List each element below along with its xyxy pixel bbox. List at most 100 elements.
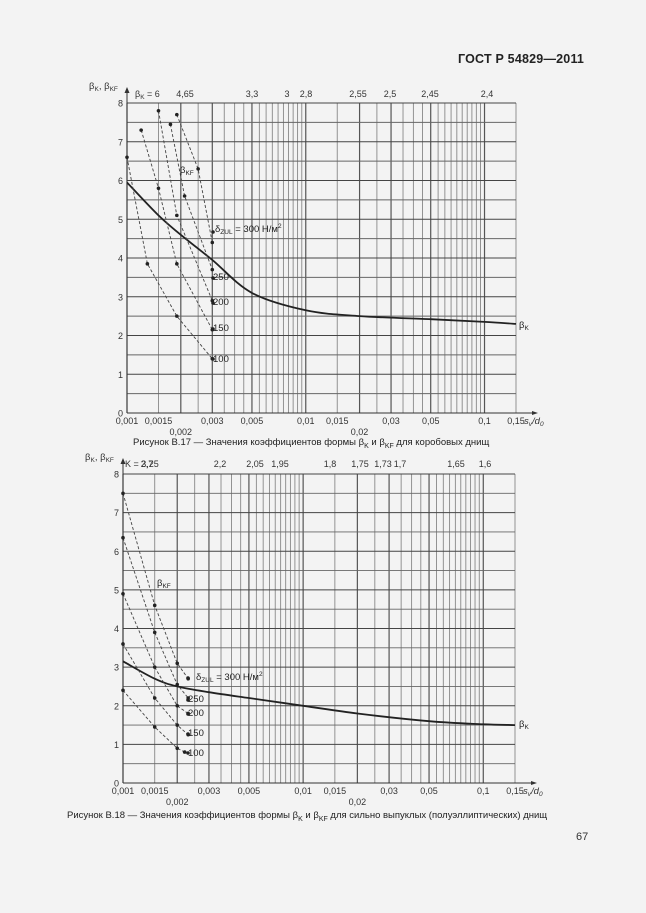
svg-text:4: 4: [118, 254, 123, 264]
page-number: 67: [576, 831, 589, 843]
svg-text:4,65: 4,65: [176, 89, 194, 99]
series-beta-kf-3: [158, 110, 213, 301]
annotations: βKF δZUL = 300 Н/м2 250 200 150 100 βK: [180, 165, 529, 365]
y-axis-label: βK, βKF: [85, 452, 114, 464]
svg-text:4: 4: [114, 624, 119, 634]
label-delta-zul: δZUL = 300 Н/м2: [196, 671, 263, 684]
series-beta-k: [126, 181, 517, 325]
svg-text:1,7: 1,7: [394, 459, 407, 469]
label-beta-k: βK: [519, 320, 529, 332]
svg-text:0,0015: 0,0015: [141, 786, 169, 796]
series-beta-kf-2: [122, 537, 189, 699]
svg-text:3,3: 3,3: [246, 89, 259, 99]
svg-text:0,005: 0,005: [241, 416, 264, 426]
svg-text:1,8: 1,8: [324, 459, 337, 469]
x-axis-label: sv/d0: [523, 786, 543, 798]
svg-text:0,02: 0,02: [351, 427, 369, 437]
series-beta-kf-1: [122, 493, 189, 679]
x-axis-label: sv/d0: [524, 416, 544, 428]
svg-text:0,1: 0,1: [478, 416, 491, 426]
y-axis-label: βK, βKF: [89, 81, 118, 93]
svg-text:0,0015: 0,0015: [145, 416, 173, 426]
svg-text:2,5: 2,5: [384, 89, 397, 99]
label-beta-k: βK: [519, 719, 529, 731]
svg-text:0: 0: [118, 409, 123, 419]
svg-text:3: 3: [284, 89, 289, 99]
svg-text:0,03: 0,03: [382, 416, 400, 426]
svg-text:2,4: 2,4: [481, 89, 494, 99]
svg-text:2,8: 2,8: [300, 89, 313, 99]
svg-text:2,05: 2,05: [246, 459, 264, 469]
svg-text:2,55: 2,55: [349, 89, 367, 99]
svg-text:0,015: 0,015: [326, 416, 349, 426]
svg-text:0,02: 0,02: [349, 797, 367, 807]
svg-text:2: 2: [114, 701, 119, 711]
label-beta-kf: βKF: [180, 165, 194, 177]
svg-text:1: 1: [114, 740, 119, 750]
svg-text:0,03: 0,03: [380, 786, 398, 796]
series-beta-kf-5: [126, 157, 213, 360]
label-delta-100: 100: [213, 354, 229, 365]
series-beta-kf-3: [122, 593, 189, 714]
svg-text:0,002: 0,002: [166, 797, 189, 807]
svg-text:0,01: 0,01: [297, 416, 315, 426]
svg-text:1: 1: [118, 370, 123, 380]
svg-text:0,003: 0,003: [201, 416, 224, 426]
horizontal-gridlines: [123, 473, 515, 784]
svg-text:6: 6: [114, 547, 119, 557]
svg-text:0,005: 0,005: [238, 786, 261, 796]
y-axis-ticks: 0 1 2 3 4 5 6 7 8: [114, 470, 119, 789]
series-beta-kf-4: [140, 129, 213, 330]
label-delta-150: 150: [188, 728, 204, 739]
svg-text:0,1: 0,1: [477, 786, 490, 796]
label-delta-zul: δZUL = 300 Н/м2: [215, 223, 282, 236]
top-axis-ticks: K = 3,252,7 2,2 2,05 1,95 1,8 1,75 1,73 1,7 1,65…: [125, 459, 491, 469]
svg-text:1,95: 1,95: [271, 459, 289, 469]
svg-text:8: 8: [114, 470, 119, 480]
horizontal-gridlines: [127, 102, 516, 414]
svg-text:7: 7: [118, 137, 123, 147]
label-delta-200: 200: [188, 708, 204, 719]
svg-text:0,001: 0,001: [116, 416, 139, 426]
svg-text:0,003: 0,003: [198, 786, 221, 796]
svg-text:2,7: 2,7: [141, 459, 154, 469]
svg-text:7: 7: [114, 508, 119, 518]
svg-text:0,002: 0,002: [170, 427, 193, 437]
figure-caption-b18: Рисунок В.18 — Значения коэффициентов фо…: [67, 810, 548, 823]
series-beta-k: [122, 660, 516, 726]
top-axis-title: βK = 6: [135, 89, 160, 101]
document-header: ГОСТ Р 54829—2011: [458, 52, 585, 66]
figure-caption-b17: Рисунок В.17 — Значения коэффициентов фо…: [133, 437, 490, 450]
y-axis-ticks: 0 1 2 3 4 5 6 7 8: [118, 99, 123, 419]
svg-text:6: 6: [118, 176, 123, 186]
svg-text:0,05: 0,05: [422, 416, 440, 426]
series-beta-kf-4: [122, 643, 189, 736]
label-delta-250: 250: [188, 694, 204, 705]
label-delta-100: 100: [188, 748, 204, 759]
svg-text:1,75: 1,75: [351, 459, 369, 469]
svg-text:1,73: 1,73: [374, 459, 392, 469]
svg-text:0,001: 0,001: [112, 786, 135, 796]
series-beta-kf-2: [169, 124, 213, 270]
svg-text:0,01: 0,01: [294, 786, 312, 796]
svg-text:3: 3: [114, 663, 119, 673]
svg-text:2,45: 2,45: [421, 89, 439, 99]
svg-text:2: 2: [118, 331, 123, 341]
annotations: βKF δZUL = 300 Н/м2 250 200 150 100 βK: [157, 578, 529, 759]
svg-text:2,2: 2,2: [214, 459, 227, 469]
svg-text:0,15: 0,15: [506, 786, 524, 796]
top-axis-ticks: βK = 6 4,65 3,3 3 2,8 2,55 2,5 2,45 2,4: [135, 89, 493, 101]
svg-text:8: 8: [118, 99, 123, 109]
top-axis-title: K = 3,25: [125, 459, 159, 469]
label-delta-150: 150: [213, 323, 229, 334]
svg-text:5: 5: [114, 585, 119, 595]
svg-text:0,015: 0,015: [324, 786, 347, 796]
svg-text:1,6: 1,6: [479, 459, 492, 469]
label-beta-kf: βKF: [157, 578, 171, 590]
svg-text:5: 5: [118, 215, 123, 225]
